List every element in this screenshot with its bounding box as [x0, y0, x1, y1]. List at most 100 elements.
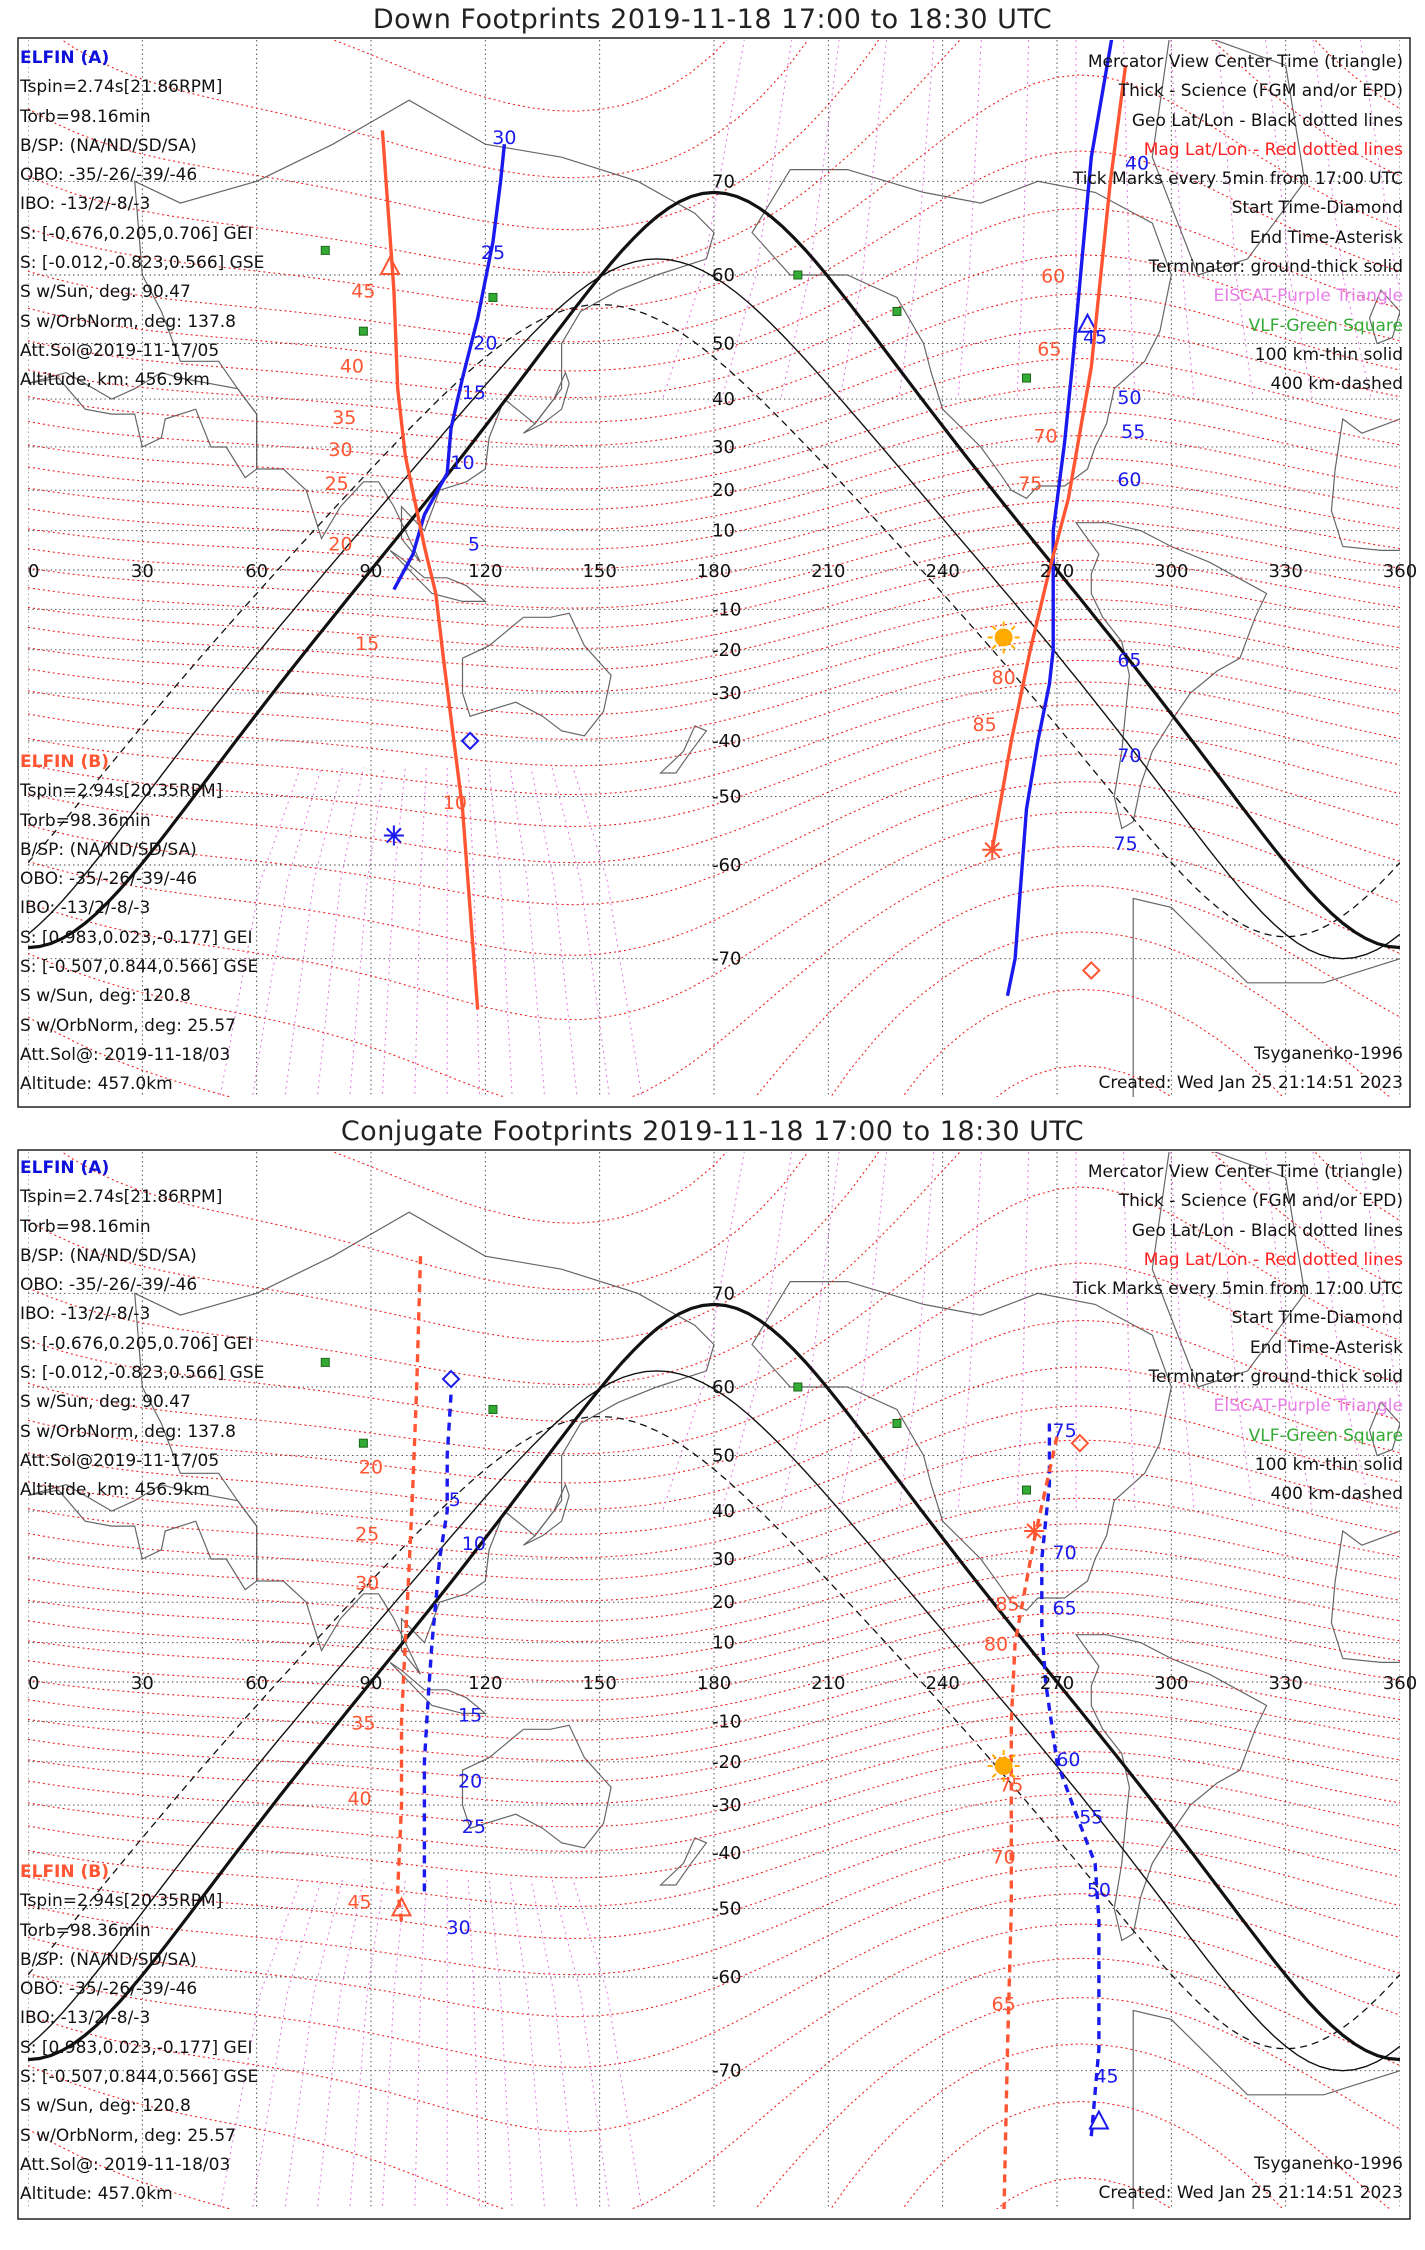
terminator-100km: [28, 1370, 1400, 2072]
lon-tick-label: 210: [811, 561, 845, 582]
tick-label: 70: [992, 1846, 1016, 1868]
tracks: 3025201510540455055606570754540353025201…: [325, 40, 1149, 1010]
mag-lat-line: [28, 457, 1400, 550]
tick-label: 70: [1117, 745, 1141, 767]
tick-label: 70: [1053, 1542, 1077, 1564]
legend-line: VLF-Green Square: [1248, 1425, 1403, 1446]
continent-outline: [1368, 1401, 1400, 1457]
tick-label: 25: [462, 1816, 486, 1838]
mag-meridian: [219, 767, 301, 1097]
tick-label: 15: [355, 633, 379, 655]
lon-tick-label: 270: [1040, 561, 1074, 582]
mag-lat-line: [28, 74, 1400, 310]
lat-tick-label: 50: [712, 334, 735, 355]
lon-tick-label: 30: [131, 1673, 154, 1694]
mag-lat-line: [28, 254, 1400, 399]
tick-label: 60: [1056, 1749, 1080, 1771]
mag-lat-line: [463, 0, 669, 17]
mag-meridian: [572, 1879, 643, 2209]
sun-ray: [1010, 1753, 1016, 1759]
tick-label: 85: [995, 1593, 1019, 1615]
lat-tick-label: 30: [712, 1549, 735, 1570]
mag-meridian: [251, 767, 322, 1097]
lat-tick-label: -30: [712, 683, 741, 704]
legend-line: Mag Lat/Lon - Red dotted lines: [1143, 139, 1403, 160]
info-line: S w/Sun, deg: 90.47: [20, 282, 191, 303]
tick-label: 20: [473, 333, 497, 355]
lat-tick-label: -60: [712, 855, 741, 876]
mag-meridian: [251, 1879, 322, 2209]
continent-outline: [1151, 1152, 1306, 1388]
mag-lat-line: [829, 931, 1391, 1097]
footprint-track: [1002, 1436, 1059, 2209]
mag-lat-line: [28, 598, 1400, 693]
map-plot: 3025201510540455055606570754540353025201…: [17, 0, 1417, 1108]
info-line: IBO: -13/2/-8/-3: [20, 1304, 151, 1325]
mag-lat-line: [28, 40, 1400, 274]
end-asterisk-icon: [982, 839, 1003, 860]
continent-outline: [461, 612, 612, 737]
info-line: Att.Sol@: 2019-11-18/03: [20, 2154, 231, 2175]
mag-lat-line: [28, 781, 1400, 956]
tick-label: 25: [355, 1524, 379, 1546]
mag-meridian: [1016, 40, 1030, 400]
center-triangle-icon: [1076, 312, 1099, 333]
mag-lat-line: [61, 40, 809, 179]
mag-meridian: [349, 1879, 385, 2209]
mag-lat-line: [28, 579, 1400, 671]
vlf-station-icon: [488, 1404, 498, 1414]
terminator-100km: [28, 258, 1400, 960]
continent-outline: [1074, 522, 1268, 830]
elfin-b-info: ELFIN (B) Tspin=2.94s[20.35RPM] Torb=98.…: [20, 748, 258, 1100]
mag-lat-line: [28, 1839, 1400, 1976]
mag-meridian: [1122, 1152, 1136, 1512]
info-line: S w/OrbNorm, deg: 25.57: [20, 2125, 237, 2146]
asterisk-stroke: [984, 842, 1000, 858]
info-line: Torb=98.36min: [20, 810, 151, 831]
tick-label: 30: [328, 439, 352, 461]
lon-tick-label: 210: [811, 1673, 845, 1694]
mag-lat-line: [28, 681, 1400, 796]
sun-ray: [991, 1773, 997, 1779]
lon-tick-label: 330: [1268, 561, 1302, 582]
start-diamond-icon: [1081, 961, 1101, 980]
sun-ray: [991, 1753, 997, 1759]
continent-outline: [134, 1211, 715, 1675]
model-label: Tsyganenko-1996: [1253, 2154, 1403, 2174]
tick-label: 75: [1018, 473, 1042, 495]
tick-label: 85: [972, 714, 996, 736]
mag-meridian: [1170, 1152, 1195, 1512]
mag-meridian: [488, 1879, 513, 2209]
info-line: S w/Sun, deg: 90.47: [20, 1392, 191, 1413]
legend-line: Tick Marks every 5min from 17:00 UTC: [1072, 1279, 1403, 1300]
mag-meridian: [551, 767, 610, 1097]
mag-lat-line: [28, 1865, 1400, 2018]
continent-outline: [1132, 2009, 1400, 2209]
footprint-track: [380, 130, 480, 1010]
tick-label: 65: [1037, 339, 1061, 361]
info-line: Att.Sol@2019-11-17/05: [20, 340, 220, 361]
tick-label: 80: [984, 1634, 1008, 1656]
created-label: Created: Wed Jan 25 21:14:51 2023: [1098, 1073, 1403, 1093]
lon-tick-label: 0: [28, 1673, 39, 1694]
mag-meridian: [780, 40, 840, 400]
continent-outline: [1330, 1529, 1400, 1664]
mag-lat-line: [28, 1469, 1400, 1581]
legend-line: Geo Lat/Lon - Black dotted lines: [1131, 110, 1403, 131]
mag-grid: [28, 1152, 1400, 2209]
info-line: S: [0.983,0.023,-0.177] GEI: [20, 2037, 253, 2058]
tick-label: 10: [450, 452, 474, 474]
sun-ray: [1010, 625, 1016, 631]
info-line: Tspin=2.94s[20.35RPM]: [20, 1891, 223, 1912]
terminator: [28, 190, 1400, 960]
legend-line: 100 km-thin solid: [1254, 344, 1403, 365]
continent-outline: [659, 725, 708, 774]
tick-label: 50: [1117, 387, 1141, 409]
sun-ray: [1010, 1773, 1016, 1779]
legend-line: End Time-Asterisk: [1249, 227, 1403, 248]
mag-lat-line: [28, 659, 1400, 767]
vlf-station-icon: [793, 270, 803, 280]
lat-tick-label: -50: [712, 1898, 741, 1919]
tick-label: 50: [1087, 1879, 1111, 1901]
elfin-b-label: ELFIN (B): [20, 1862, 110, 1882]
